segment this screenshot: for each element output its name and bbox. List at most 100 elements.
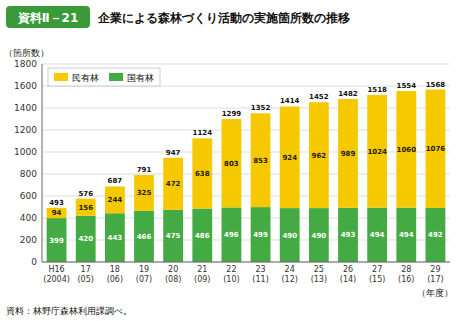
bar-segment	[76, 216, 96, 262]
bar-segment	[192, 209, 212, 262]
x-tick-label: 25(13)	[311, 265, 327, 284]
grid-line	[42, 152, 450, 153]
total-label: 493	[49, 199, 64, 207]
data-label: 494	[399, 231, 414, 239]
data-label: 1076	[426, 145, 446, 153]
chart: 資料Ⅱ－21企業による森林づくり活動の実施箇所数の推移0200400600800…	[0, 0, 459, 321]
data-label: 490	[282, 232, 297, 240]
bar-segment	[280, 106, 300, 208]
legend-swatch	[54, 73, 68, 81]
total-label: 1352	[251, 104, 271, 112]
bar-segment	[338, 208, 358, 262]
bar-segment	[309, 208, 329, 262]
x-tick-label: 24(12)	[282, 265, 298, 284]
x-axis-label: （年度）	[417, 288, 453, 298]
data-label: 989	[341, 150, 356, 158]
x-tick-label: 26(14)	[340, 265, 356, 284]
y-tick-label: 1200	[14, 125, 37, 135]
data-label: 94	[52, 209, 62, 217]
data-label: 156	[78, 204, 93, 212]
y-tick-label: 800	[20, 169, 37, 179]
total-label: 1124	[193, 129, 213, 137]
data-label: 803	[224, 160, 239, 168]
y-tick-label: 1800	[14, 59, 37, 69]
grid-line	[42, 196, 450, 197]
bar-segment	[163, 158, 183, 210]
total-label: 1482	[338, 90, 358, 98]
title: 企業による森林づくり活動の実施箇所数の推移	[97, 11, 350, 25]
data-label: 493	[341, 231, 356, 239]
bar-segment	[105, 213, 125, 262]
y-tick-label: 1000	[14, 147, 37, 157]
total-label: 576	[78, 190, 93, 198]
bar-segment	[367, 208, 387, 262]
total-label: 1568	[426, 81, 446, 89]
data-labels: 3994204434664754864964994904904934944944…	[49, 81, 445, 245]
grid-line	[42, 240, 450, 241]
bar-segment	[47, 208, 67, 218]
total-label: 1554	[397, 82, 417, 90]
source: 資料：林野庁森林利用課調べ。	[6, 306, 132, 316]
data-label: 490	[312, 232, 327, 240]
data-label: 443	[108, 234, 123, 242]
data-label: 244	[108, 196, 123, 204]
data-label: 494	[370, 231, 385, 239]
bar-segment	[426, 90, 446, 208]
y-tick-label: 200	[20, 235, 37, 245]
bar-segment	[76, 199, 96, 216]
grid-line	[42, 130, 450, 131]
x-tick-label: 22(10)	[223, 265, 239, 284]
x-tick-label: 19(07)	[136, 265, 152, 284]
total-label: 687	[108, 177, 123, 185]
legend-entry: 国有林	[127, 73, 154, 83]
data-label: 399	[49, 237, 64, 245]
grid-line	[42, 64, 450, 65]
data-label: 496	[224, 231, 239, 239]
y-tick-label: 600	[20, 191, 37, 201]
data-label: 853	[253, 157, 268, 165]
bar-segment	[426, 208, 446, 262]
data-label: 499	[253, 231, 268, 239]
data-label: 466	[137, 233, 152, 241]
grid	[42, 64, 450, 262]
bar-segment	[280, 208, 300, 262]
y-axis	[42, 64, 43, 262]
data-label: 492	[428, 231, 443, 239]
total-label: 1452	[309, 93, 329, 101]
grid-line	[42, 218, 450, 219]
legend: 民有林国有林	[48, 68, 160, 86]
x-tick-label: 28(16)	[398, 265, 414, 284]
grid-line	[42, 262, 450, 263]
bar-segment	[251, 113, 271, 207]
x-tick-label: 21(09)	[194, 265, 210, 284]
x-tick-label: H16(2004)	[43, 265, 70, 284]
x-tick-label: 17(05)	[78, 265, 94, 284]
bar-segment	[47, 218, 67, 262]
x-tick-label: 23(11)	[252, 265, 268, 284]
x-axis	[42, 262, 450, 263]
data-label: 486	[195, 232, 210, 240]
bar-segment	[309, 102, 329, 208]
total-label: 1299	[222, 110, 242, 118]
y-axis-label: （箇所数）	[4, 48, 49, 58]
subtitle: 資料Ⅱ－21	[17, 11, 79, 25]
total-label: 791	[137, 166, 152, 174]
bar-segment	[251, 207, 271, 262]
bar-segment	[396, 208, 416, 262]
grid-line	[42, 174, 450, 175]
bar-segment	[222, 119, 242, 207]
bar-segment	[338, 99, 358, 208]
legend-frame	[48, 68, 160, 86]
x-tick-label: 18(06)	[107, 265, 123, 284]
data-label: 1024	[367, 148, 387, 156]
title-badge	[6, 6, 90, 28]
bar-segment	[134, 211, 154, 262]
data-label: 420	[78, 235, 93, 243]
bar-segment	[367, 95, 387, 208]
x-tick-label: 29(17)	[427, 265, 443, 284]
data-label: 1060	[397, 146, 417, 154]
x-tick-label: 20(08)	[165, 265, 181, 284]
y-tick-label: 0	[31, 257, 37, 267]
bar-segment	[105, 186, 125, 213]
data-label: 472	[166, 180, 181, 188]
